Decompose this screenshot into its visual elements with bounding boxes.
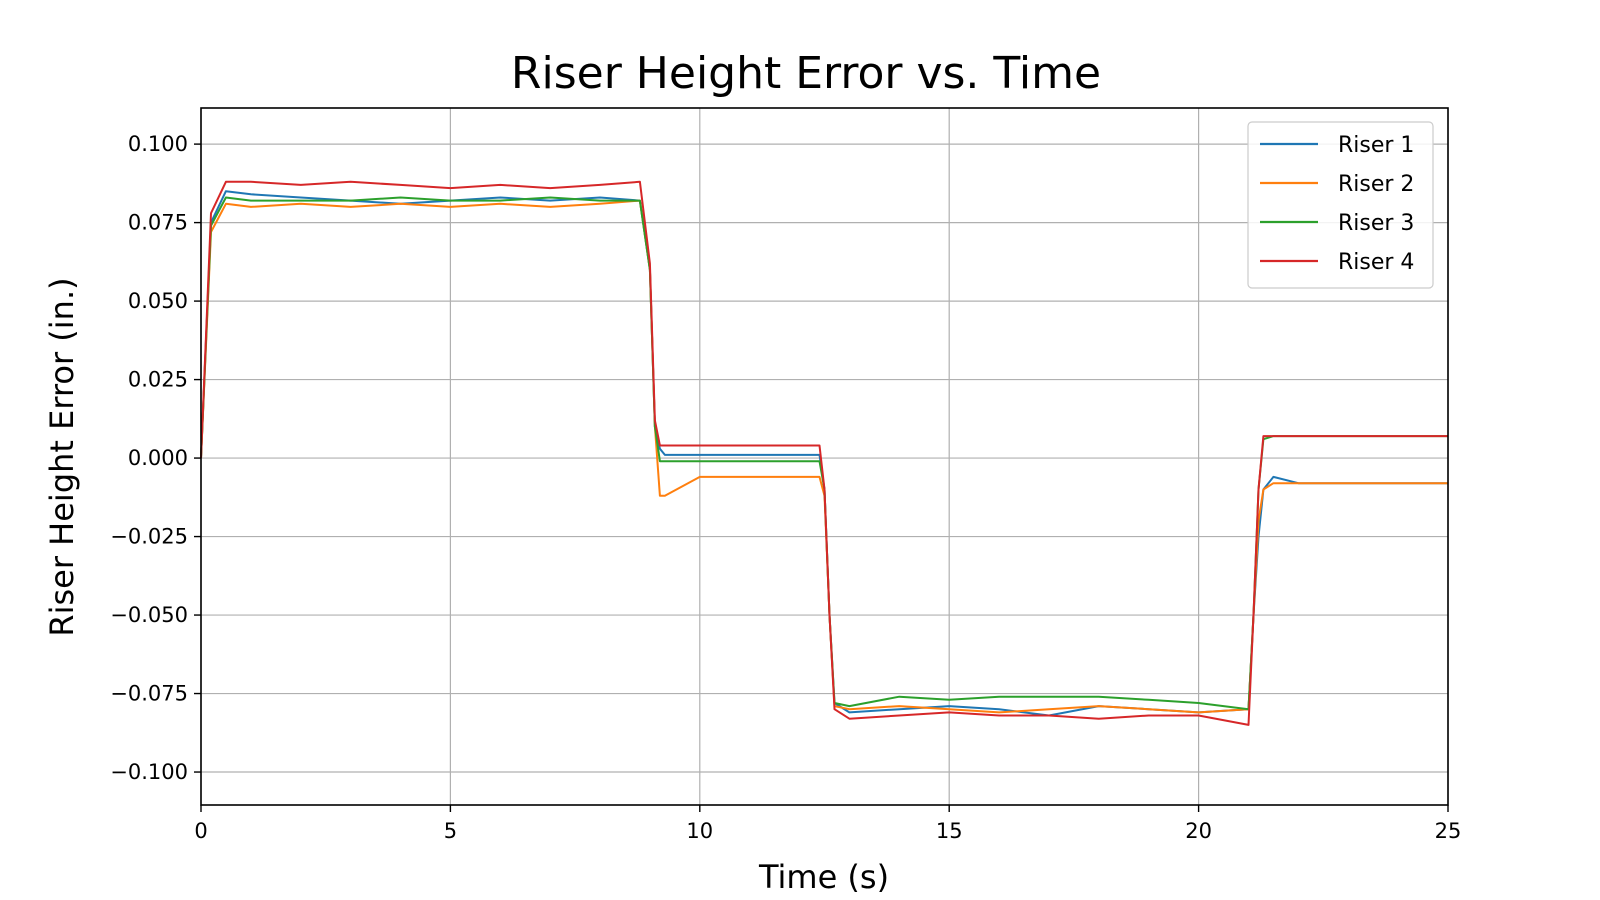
series-line-riser-4 (200, 180, 1448, 726)
y-tick-label: −0.075 (110, 682, 188, 706)
legend-label-riser-1: Riser 1 (1338, 133, 1414, 158)
y-tick-label: −0.050 (110, 603, 188, 627)
y-axis-label: Riser Height Error (in.) (43, 277, 81, 636)
y-tick-label: 0.025 (128, 368, 188, 392)
x-tick-label: 0 (194, 819, 207, 843)
y-tick-label: 0.000 (128, 446, 188, 470)
chart-title: Riser Height Error vs. Time (511, 48, 1101, 99)
x-tick-label: 10 (686, 819, 713, 843)
y-ticks: 0.100 0.075 0.050 0.025 0.000 −0.025 −0.050 −0.… (110, 132, 201, 784)
y-tick-label: 0.050 (128, 289, 188, 313)
legend-label-riser-3: Riser 3 (1338, 211, 1414, 236)
legend: Riser 1 Riser 2 Riser 3 Riser 4 (1247, 121, 1434, 289)
y-tick-label: 0.075 (128, 211, 188, 235)
y-tick-label: −0.025 (110, 525, 188, 549)
legend-label-riser-4: Riser 4 (1338, 250, 1414, 275)
plot-frame (200, 107, 1449, 806)
x-tick-label: 15 (936, 819, 963, 843)
legend-label-riser-2: Riser 2 (1338, 172, 1414, 197)
series-lines (200, 180, 1448, 726)
y-tick-label: −0.100 (110, 760, 188, 784)
legend-box (1247, 121, 1434, 289)
y-tick-label: 0.100 (128, 132, 188, 156)
x-tick-label: 25 (1435, 819, 1462, 843)
x-ticks: 0 5 10 15 20 25 (194, 805, 1461, 843)
x-axis-label: Time (s) (758, 858, 889, 896)
x-tick-label: 5 (444, 819, 457, 843)
x-tick-label: 20 (1185, 819, 1212, 843)
